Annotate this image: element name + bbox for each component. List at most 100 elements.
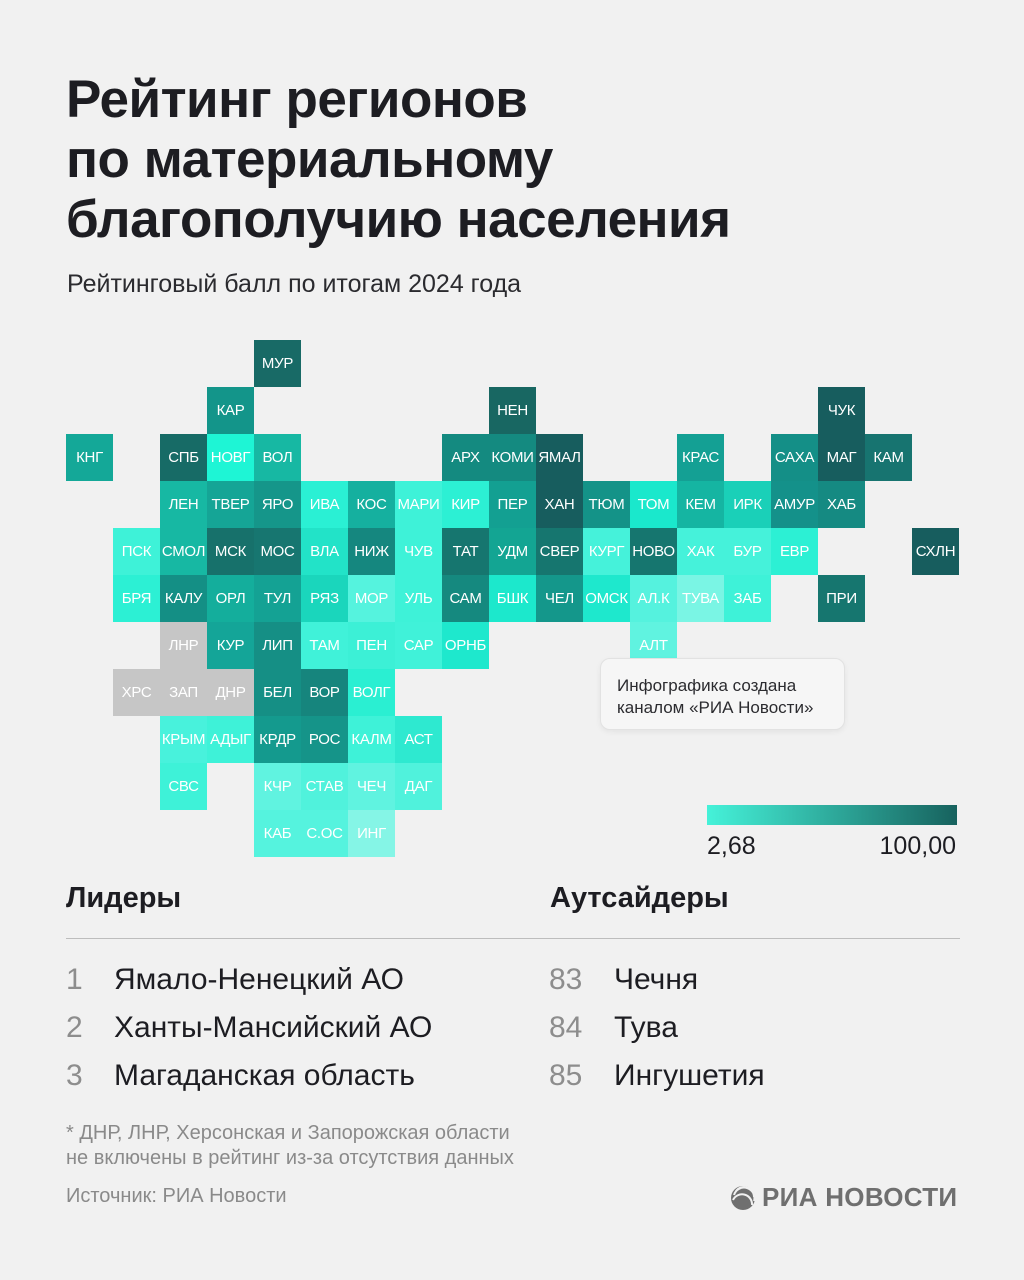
region-tile: ПЕР	[489, 481, 536, 528]
region-tile: ИВА	[301, 481, 348, 528]
region-tile: РОС	[301, 716, 348, 763]
region-tile: СМОЛ	[160, 528, 207, 575]
region-tile: ПСК	[113, 528, 160, 575]
region-tile: НОВО	[630, 528, 677, 575]
region-tile: НИЖ	[348, 528, 395, 575]
region-tile: ХАБ	[818, 481, 865, 528]
region-tile: ЕВР	[771, 528, 818, 575]
region-tile: ВОР	[301, 669, 348, 716]
footnote-line: * ДНР, ЛНР, Херсонская и Запорожская обл…	[66, 1122, 510, 1144]
divider	[66, 938, 960, 939]
region-tile: ТАМ	[301, 622, 348, 669]
region-tile: ЯМАЛ	[536, 434, 583, 481]
region-tile: ОМСК	[583, 575, 630, 622]
credit-note: Инфографика создана каналом «РИА Новости…	[600, 658, 845, 730]
region-tile: КРЫМ	[160, 716, 207, 763]
region-tile: ОРНБ	[442, 622, 489, 669]
region-tile: ЧЕЧ	[348, 763, 395, 810]
region-tile: ЛНР	[160, 622, 207, 669]
region-tile: НЕН	[489, 387, 536, 434]
region-tile: БРЯ	[113, 575, 160, 622]
rank: 3	[66, 1059, 83, 1092]
region-tile: ЗАП	[160, 669, 207, 716]
region-tile: КЕМ	[677, 481, 724, 528]
legend-min-label: 2,68	[707, 832, 756, 860]
region-tile: ИНГ	[348, 810, 395, 857]
globe-icon	[731, 1185, 756, 1210]
region-tile: ХАН	[536, 481, 583, 528]
subtitle: Рейтинговый балл по итогам 2024 года	[67, 270, 522, 298]
region-tile: ТАТ	[442, 528, 489, 575]
region-tile: КОМИ	[489, 434, 536, 481]
region-tile: ХАК	[677, 528, 724, 575]
region-tile: САХА	[771, 434, 818, 481]
region-tile: ОРЛ	[207, 575, 254, 622]
region-tile: НОВГ	[207, 434, 254, 481]
region-tile: БУР	[724, 528, 771, 575]
title-line: по материальному	[66, 130, 553, 189]
region-tile: САР	[395, 622, 442, 669]
region-tile: УДМ	[489, 528, 536, 575]
region-tile: КРДР	[254, 716, 301, 763]
region-tile: СТАВ	[301, 763, 348, 810]
region-name: Тува	[614, 1011, 678, 1044]
region-tile: МОР	[348, 575, 395, 622]
region-tile: КАЛМ	[348, 716, 395, 763]
region-tile: ВЛА	[301, 528, 348, 575]
region-tile: ЛИП	[254, 622, 301, 669]
region-tile: ЯРО	[254, 481, 301, 528]
rank: 1	[66, 963, 83, 996]
region-name: Ингушетия	[614, 1059, 765, 1092]
region-tile: АДЫГ	[207, 716, 254, 763]
title-line: Рейтинг регионов	[66, 70, 528, 129]
title-line: благополучию населения	[66, 190, 731, 249]
footnote-line: не включены в рейтинг из-за отсутствия д…	[66, 1147, 514, 1169]
region-tile: КАМ	[865, 434, 912, 481]
region-tile: СХЛН	[912, 528, 959, 575]
region-tile: ДАГ	[395, 763, 442, 810]
region-tile: ВОЛГ	[348, 669, 395, 716]
region-tile: ТУВА	[677, 575, 724, 622]
note-line: Инфографика создана	[617, 676, 797, 695]
region-tile: СВЕР	[536, 528, 583, 575]
region-tile: ЧУК	[818, 387, 865, 434]
region-tile: ЗАБ	[724, 575, 771, 622]
region-name: Ямало-Ненецкий АО	[114, 963, 404, 996]
page-title: Рейтинг регионов по материальному благоп…	[66, 70, 731, 250]
region-tile: КИР	[442, 481, 489, 528]
region-tile: МСК	[207, 528, 254, 575]
region-tile: С.ОС	[301, 810, 348, 857]
region-tile: ТОМ	[630, 481, 677, 528]
leaders-heading: Лидеры	[66, 882, 182, 914]
tile-map: МУР КАР НЕН ЧУК КНГ СПБ НОВГ ВОЛ АРХ КОМИ ЯМАЛ КРАС…	[66, 340, 959, 857]
region-tile: ТВЕР	[207, 481, 254, 528]
region-tile: ДНР	[207, 669, 254, 716]
region-tile: БШК	[489, 575, 536, 622]
region-tile: ЛЕН	[160, 481, 207, 528]
region-tile: ТЮМ	[583, 481, 630, 528]
region-tile: АРХ	[442, 434, 489, 481]
region-tile: КУР	[207, 622, 254, 669]
source-credit: Источник: РИА Новости	[66, 1185, 287, 1207]
region-tile: ХРС	[113, 669, 160, 716]
region-tile: КНГ	[66, 434, 113, 481]
ria-novosti-logo: РИА НОВОСТИ	[730, 1182, 957, 1213]
legend-gradient-bar	[707, 805, 957, 825]
region-tile: МАРИ	[395, 481, 442, 528]
region-tile: КОС	[348, 481, 395, 528]
region-tile: АМУР	[771, 481, 818, 528]
region-name: Магаданская область	[114, 1059, 415, 1092]
legend-max-label: 100,00	[879, 832, 956, 860]
region-tile: РЯЗ	[301, 575, 348, 622]
region-tile: КАЛУ	[160, 575, 207, 622]
region-tile: СВС	[160, 763, 207, 810]
region-tile: КАБ	[254, 810, 301, 857]
region-tile: ТУЛ	[254, 575, 301, 622]
region-tile: МОС	[254, 528, 301, 575]
rank: 85	[549, 1059, 583, 1092]
region-tile: АЛ.К	[630, 575, 677, 622]
region-tile: ЧЕЛ	[536, 575, 583, 622]
region-name: Чечня	[614, 963, 699, 996]
region-name: Ханты-Мансийский АО	[114, 1011, 433, 1044]
rank: 2	[66, 1011, 83, 1044]
